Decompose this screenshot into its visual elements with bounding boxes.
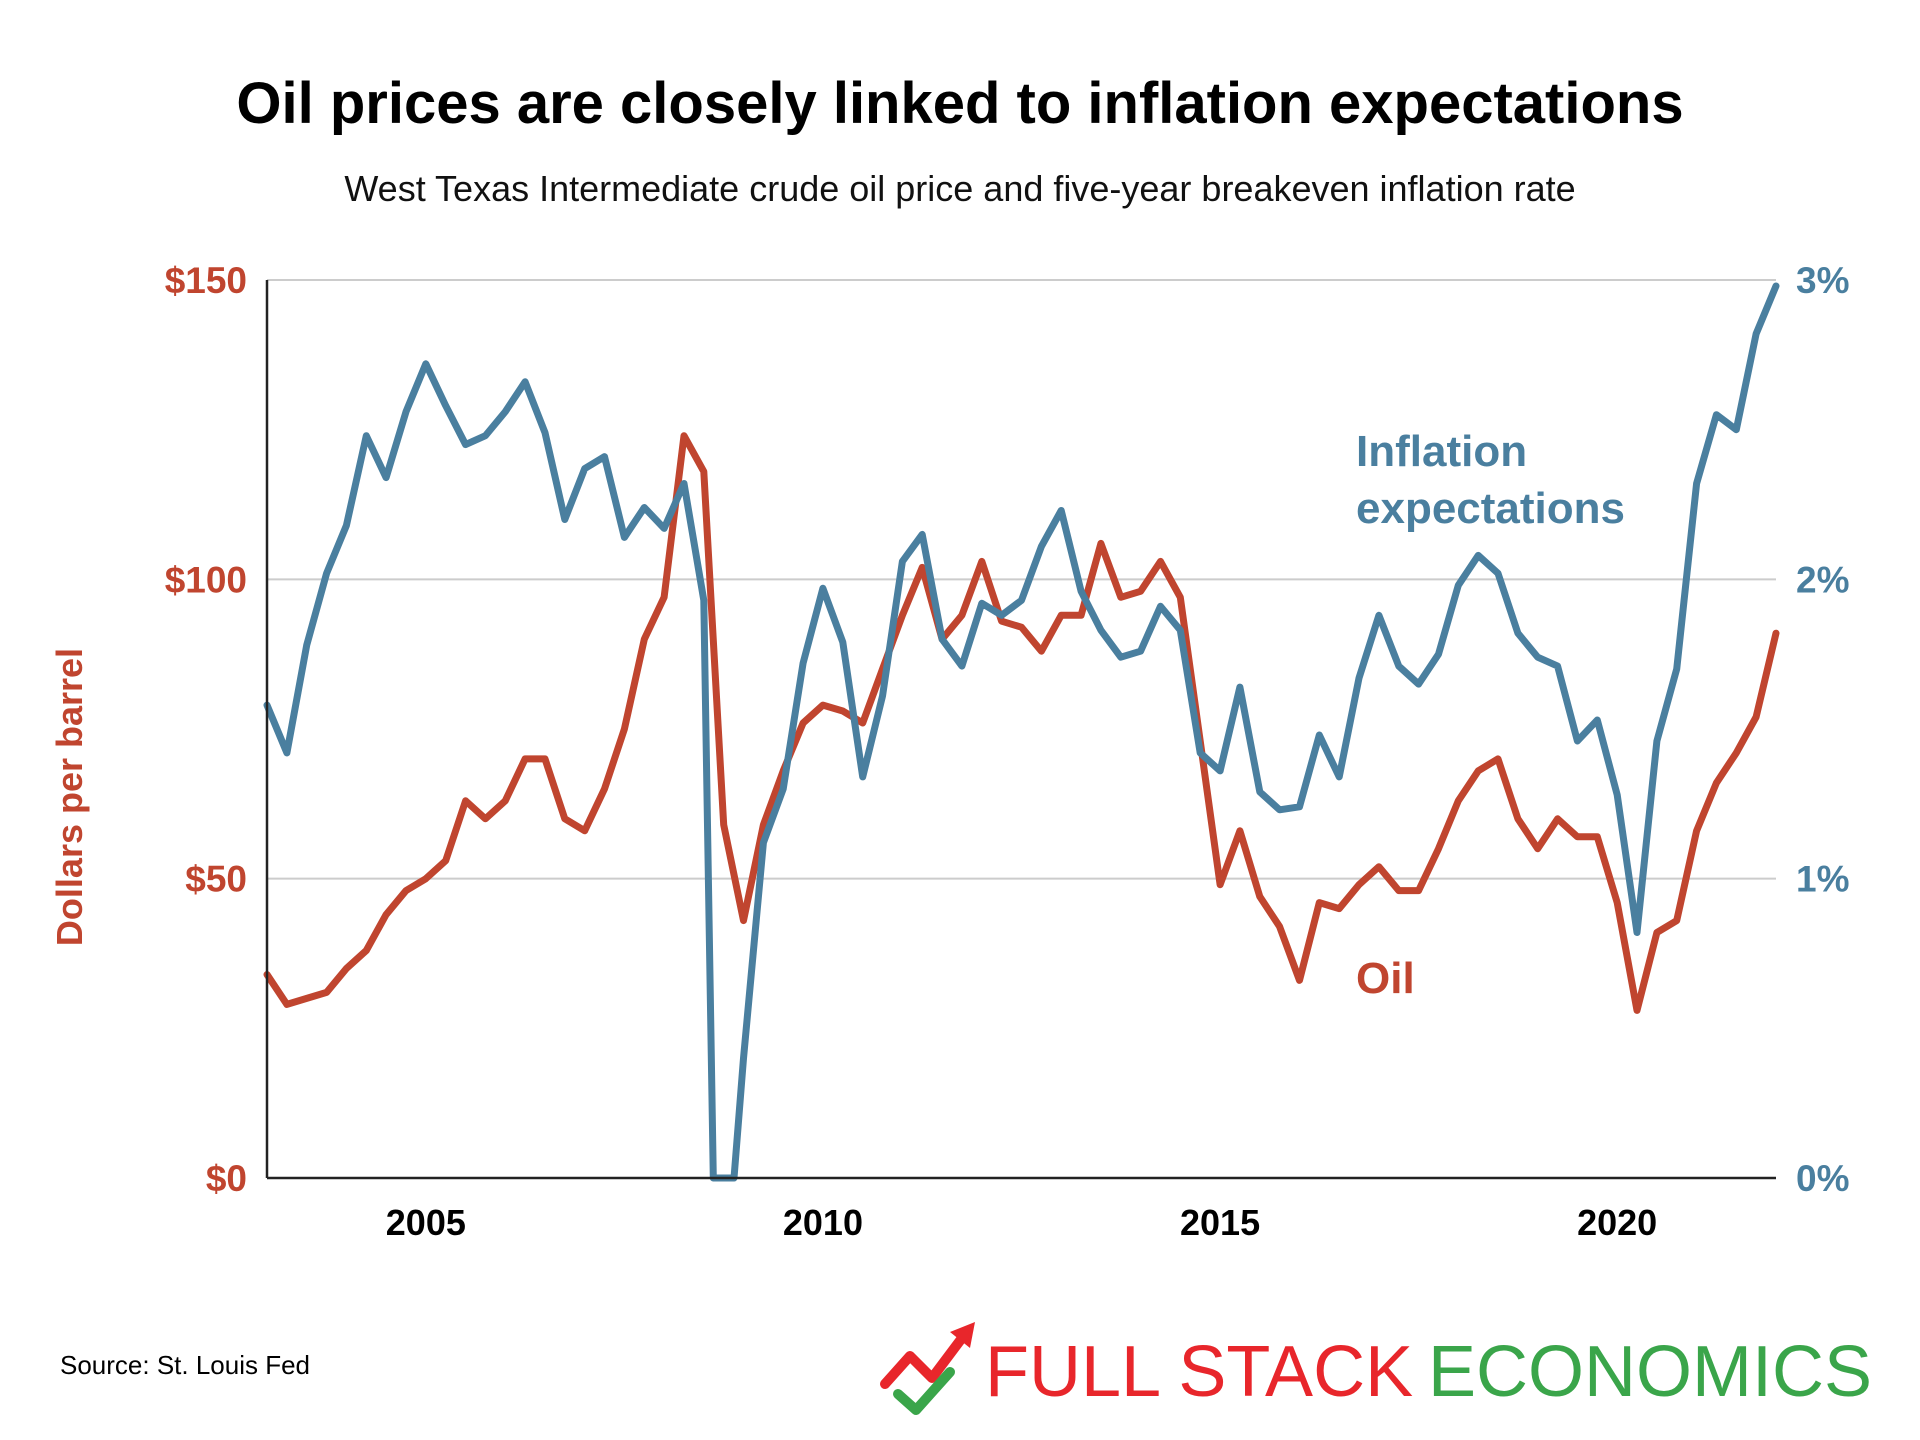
x-tick-label: 2010 [783, 1202, 863, 1243]
x-tick-label: 2005 [386, 1202, 466, 1243]
y-left-tick-label: $150 [165, 260, 247, 301]
logo-arrowhead-icon [950, 1322, 975, 1348]
chart: $0 $50 $100 $150 0% 1% 2% 3% 2005 2010 2015 2020 Do… [49, 260, 1850, 1243]
logo-text-full-stack: FULL STACK [985, 1332, 1413, 1412]
y-left-tick-label: $50 [185, 859, 247, 900]
brand-logo: FULL STACK ECONOMICS [880, 1322, 1872, 1415]
x-tick-label: 2015 [1180, 1202, 1260, 1243]
y-right-tick-label: 0% [1796, 1158, 1849, 1199]
source-note: Source: St. Louis Fed [60, 1350, 311, 1380]
inflation-series-line [263, 282, 1780, 1182]
chart-subtitle: West Texas Intermediate crude oil price … [344, 168, 1576, 209]
logo-arrow-red-icon [880, 1333, 967, 1389]
y-right-tick-label: 2% [1796, 559, 1849, 600]
logo-text-economics: ECONOMICS [1428, 1332, 1872, 1412]
logo-checkmark-green-icon [893, 1367, 955, 1415]
x-tick-label: 2020 [1577, 1202, 1657, 1243]
annotation-oil: Oil [1356, 954, 1415, 1003]
series-lines [263, 282, 1780, 1182]
y-right-tick-label: 3% [1796, 260, 1849, 301]
y-left-tick-label: $100 [165, 559, 247, 600]
y-left-tick-label: $0 [206, 1158, 247, 1199]
y-right-tick-label: 1% [1796, 859, 1849, 900]
annotation-inflation-line2: expectations [1356, 484, 1625, 533]
tick-labels: $0 $50 $100 $150 0% 1% 2% 3% 2005 2010 2015 2020 [165, 260, 1850, 1243]
chart-title: Oil prices are closely linked to inflati… [236, 71, 1684, 136]
gridlines [267, 279, 1776, 880]
oil-series-line [263, 432, 1780, 1014]
annotation-inflation-line1: Inflation [1356, 427, 1527, 476]
y-axis-label: Dollars per barrel [49, 648, 90, 946]
